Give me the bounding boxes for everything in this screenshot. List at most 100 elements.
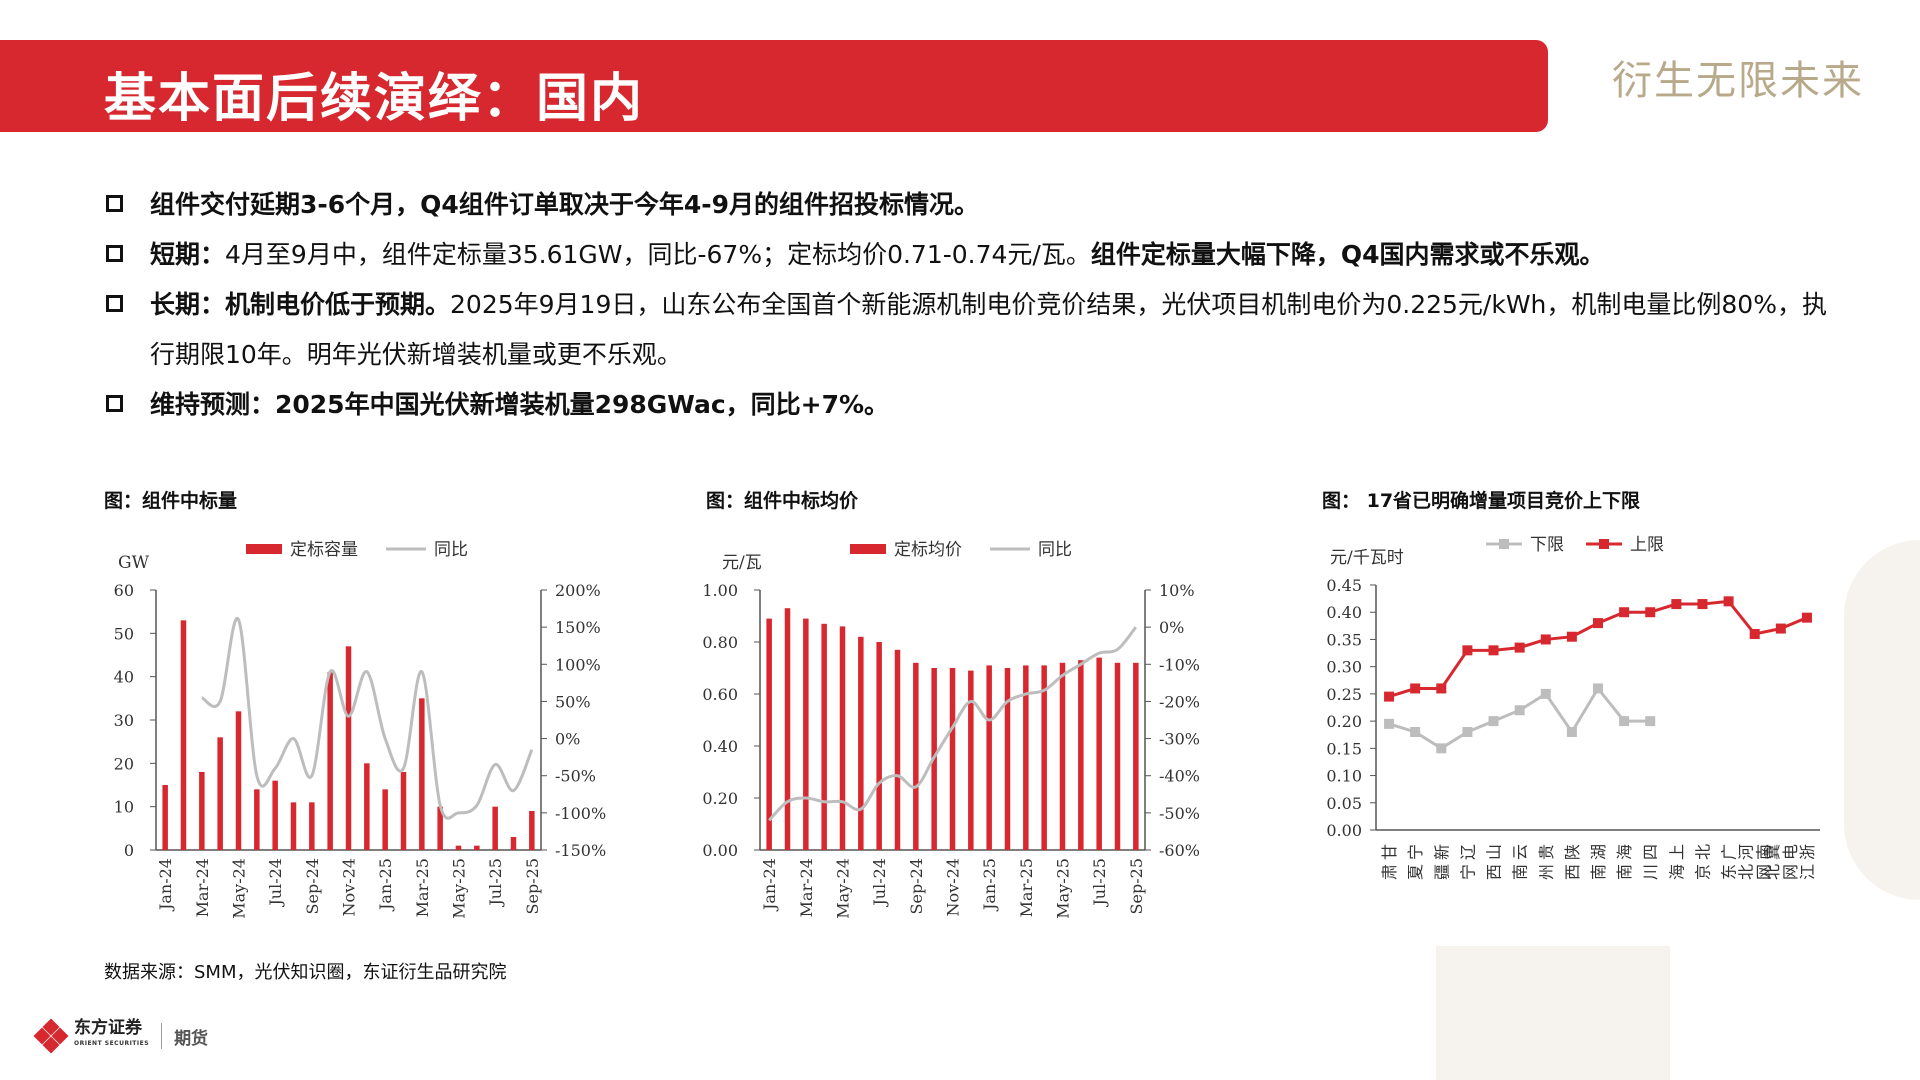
background-decoration-right — [1844, 540, 1920, 900]
logo-name: 东方证券 — [74, 1018, 142, 1038]
y-tick-label: 30 — [114, 711, 134, 730]
chart3-caption: 图： 17省已明确增量项目竞价上下限 — [1322, 490, 1641, 512]
x-tick-label: Jan-25 — [980, 858, 999, 912]
x-tick-label: 南 — [1615, 864, 1634, 880]
bar — [986, 665, 992, 850]
x-tick-label: 南 — [1511, 864, 1530, 880]
x-tick-label: May-24 — [834, 858, 853, 919]
series-marker — [1540, 688, 1551, 699]
x-tick-label: 浙 — [1798, 844, 1817, 860]
y-axis-unit: GW — [118, 553, 150, 573]
x-tick-label: Jul-25 — [1090, 858, 1109, 908]
x-tick-label: Sep-25 — [523, 858, 542, 914]
chart-bid-volume: 0 10 20 30 40 50 60 -150% -100% -50% 0% 50% 100% 150%… — [114, 540, 607, 919]
bar — [803, 618, 809, 850]
bullet-lead: 短期： — [150, 240, 226, 269]
title-bar: 基本面后续演绎：国内 — [0, 40, 1548, 132]
y-tick-label: 0.60 — [702, 685, 738, 704]
y2-tick-label: 200% — [555, 581, 601, 600]
logo-futures: 期货 — [174, 1028, 209, 1049]
x-tick-label: 北 — [1737, 864, 1756, 880]
series-marker — [1749, 629, 1760, 639]
data-source: 数据来源：SMM，光伏知识圈，东证衍生品研究院 — [104, 962, 507, 983]
y-tick-label: 0.30 — [1326, 658, 1362, 677]
bar — [894, 649, 901, 850]
bullet-item: 长期：机制电价低于预期。2025年9月19日，山东公布全国首个新能源机制电价竞价… — [104, 280, 1844, 380]
series-marker — [1488, 716, 1499, 727]
bar — [400, 772, 407, 850]
legend-swatch-bar — [246, 544, 282, 554]
logo-divider — [161, 1023, 163, 1049]
x-tick-label: Sep-24 — [907, 858, 926, 914]
x-tick-label: 川 — [1641, 864, 1660, 880]
x-tick-label: 宁 — [1458, 864, 1477, 880]
y2-tick-label: 100% — [555, 655, 601, 674]
x-tick-label: 肃 — [1380, 864, 1399, 880]
bar — [235, 711, 242, 850]
y2-tick-label: -100% — [555, 804, 606, 823]
bar — [1041, 665, 1047, 850]
x-tick-label: 北 — [1763, 864, 1782, 880]
x-tick-label: Jul-25 — [486, 858, 505, 908]
series-line-lower — [1388, 685, 1651, 751]
bar — [419, 698, 425, 850]
x-tick-label: 网 — [1781, 864, 1800, 880]
x-tick-label: Mar-25 — [1017, 858, 1036, 917]
y-tick-label: 1.00 — [702, 581, 738, 600]
bar — [290, 802, 297, 850]
bar — [437, 806, 443, 850]
x-tick-label: Mar-24 — [193, 858, 212, 917]
y2-tick-label: -10% — [1159, 655, 1200, 674]
legend-marker-upper — [1599, 539, 1609, 549]
logo-sub: ORIENT SECURITIES — [74, 1040, 150, 1047]
y-tick-label: 0.80 — [702, 633, 738, 652]
y-tick-label: 0.35 — [1326, 630, 1362, 649]
y2-tick-label: -60% — [1159, 841, 1200, 860]
x-tick-label: 贵 — [1537, 844, 1556, 860]
bullet-lead: 组件交付延期3-6个月，Q4组件订单取决于今年4-9月的组件招投标情况。 — [150, 190, 979, 219]
y-tick-label: 0.15 — [1326, 739, 1362, 758]
series-line-yoy — [768, 626, 1138, 822]
y-tick-label: 0.45 — [1326, 576, 1362, 595]
y2-tick-label: -50% — [1159, 804, 1200, 823]
x-tick-label: Mar-24 — [797, 858, 816, 917]
x-tick-label: 陕 — [1563, 844, 1582, 860]
x-tick-label: 宁 — [1406, 844, 1425, 860]
x-tick-label: 夏 — [1406, 864, 1425, 880]
bar — [1078, 660, 1084, 850]
series-marker — [1697, 599, 1708, 610]
company-logo: 东方证券 ORIENT SECURITIES 期货 — [33, 1018, 209, 1054]
series-marker — [1462, 727, 1473, 737]
x-tick-label: 四 — [1641, 844, 1660, 860]
x-tick-label: 湖 — [1589, 844, 1608, 860]
x-tick-label: Jul-24 — [266, 858, 285, 908]
bar — [309, 802, 315, 850]
legend-marker-lower — [1499, 539, 1509, 549]
y-tick-label: 0.00 — [1326, 821, 1362, 840]
bar — [382, 789, 388, 850]
bullet-item: 维持预测：2025年中国光伏新增装机量298GWac，同比+7%。 — [104, 380, 1844, 430]
x-tick-label: 河 — [1737, 844, 1756, 860]
y2-tick-label: -30% — [1159, 730, 1200, 749]
x-tick-label: Jul-24 — [870, 858, 889, 908]
bullet-item: 组件交付延期3-6个月，Q4组件订单取决于今年4-9月的组件招投标情况。 — [104, 180, 1844, 230]
series-marker — [1488, 645, 1499, 656]
x-tick-label: May-25 — [1054, 858, 1073, 919]
x-tick-label: 东 — [1720, 864, 1739, 880]
x-tick-label: 广 — [1720, 844, 1739, 860]
x-tick-label: Mar-25 — [413, 858, 432, 917]
series-marker — [1593, 683, 1603, 694]
x-tick-label: 江 — [1798, 864, 1817, 880]
bar — [272, 780, 278, 850]
bar — [345, 646, 352, 850]
bar — [784, 608, 791, 850]
bar — [876, 642, 882, 850]
bar — [217, 737, 223, 850]
bar — [455, 845, 462, 850]
bar — [510, 837, 517, 850]
x-tick-label: May-24 — [230, 858, 249, 919]
bar — [1023, 665, 1029, 850]
series-marker — [1514, 705, 1525, 716]
bar — [1114, 662, 1121, 850]
x-tick-label: 上 — [1667, 844, 1686, 860]
